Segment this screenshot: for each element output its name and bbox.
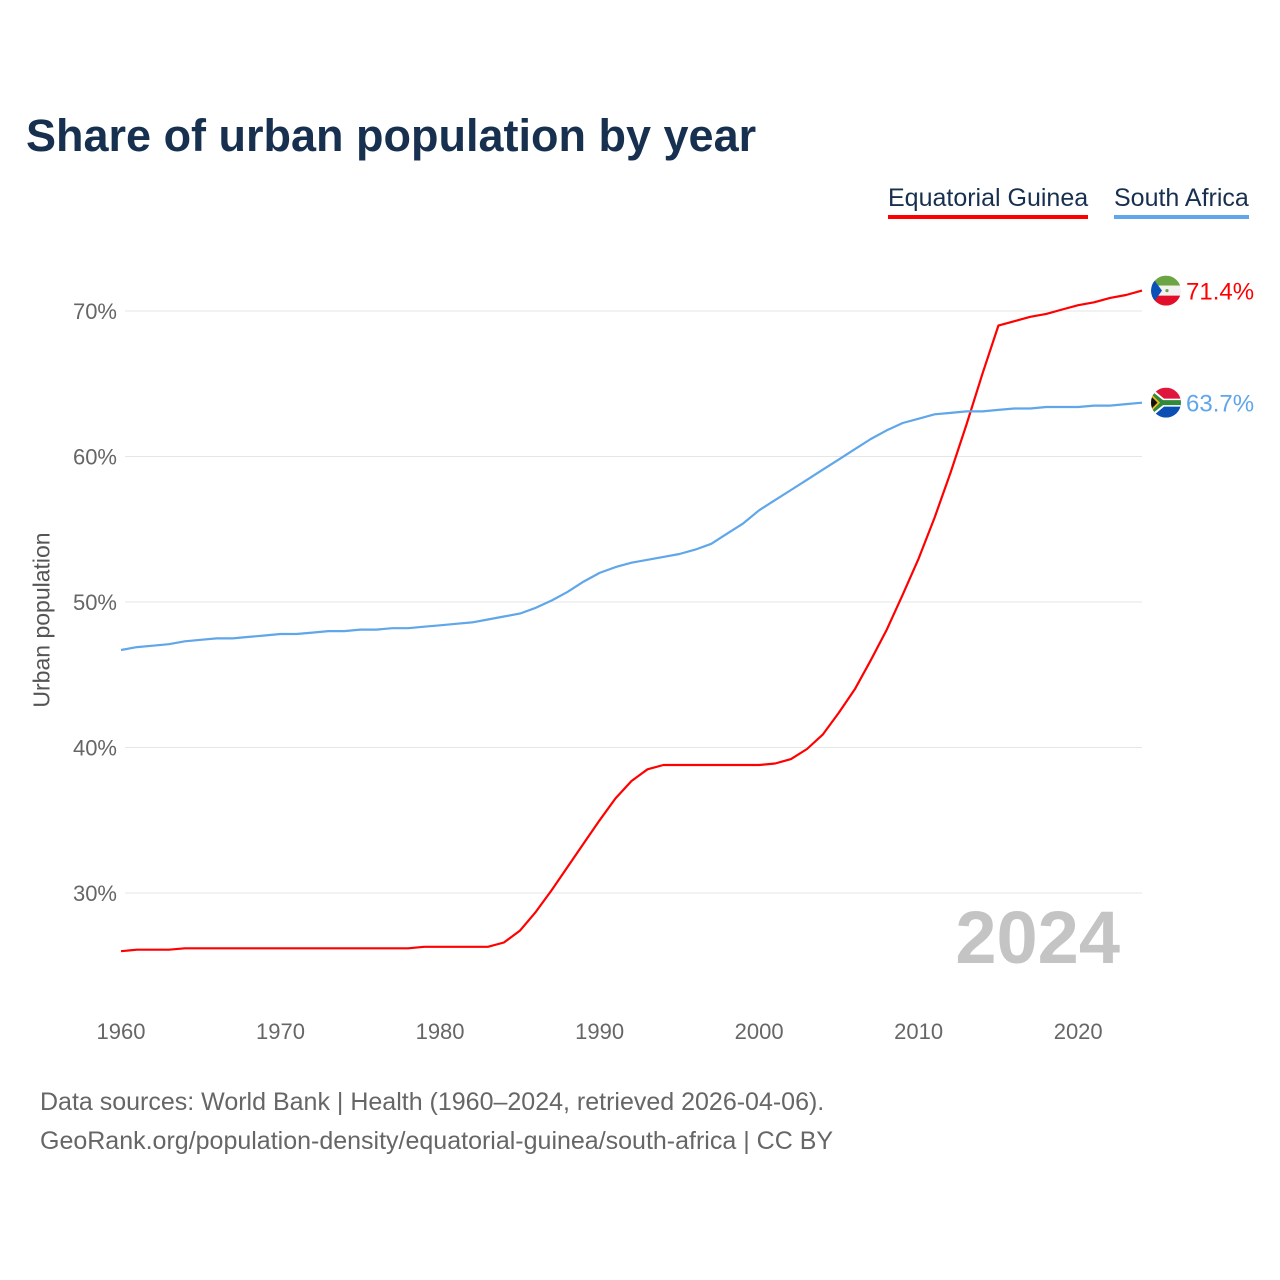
x-tick-label: 1970 [256,1019,305,1044]
x-tick-label: 2010 [894,1019,943,1044]
y-tick-label: 60% [73,445,117,470]
end-value-label: 71.4% [1186,279,1254,306]
series-line-south-africa [120,401,1143,652]
x-tick-label: 2020 [1054,1019,1103,1044]
series-line-equatorial-guinea [120,289,1143,953]
flag-band [1151,390,1181,415]
y-tick-label: 50% [73,590,117,615]
footer-link[interactable]: GeoRank.org/population-density/equatoria… [40,1127,834,1155]
year-watermark: 2024 [955,896,1120,979]
flag-emblem [1165,289,1169,293]
flag-stripe [1151,275,1181,286]
flag-triangle [1151,396,1158,410]
end-value-label: 63.7% [1186,391,1254,418]
legend-item-equatorial-guinea[interactable]: Equatorial Guinea [888,184,1089,219]
x-tick-label: 1960 [97,1019,146,1044]
footer-sources: Data sources: World Bank | Health (1960–… [40,1088,825,1116]
south-africa-flag [1151,387,1181,418]
flag-triangle [1151,275,1162,306]
x-tick-label: 1990 [575,1019,624,1044]
equatorial-guinea-flag-icon [1151,275,1181,306]
equatorial-guinea-flag [1151,275,1181,306]
south-africa-flag-icon [1151,387,1181,418]
y-tick-label: 30% [73,881,117,906]
flag-stripe [1151,295,1181,306]
legend-item-south-africa[interactable]: South Africa [1114,184,1249,219]
x-tick-label: 2000 [735,1019,784,1044]
chart-title: Share of urban population by year [26,110,757,161]
x-tick-label: 1980 [416,1019,465,1044]
y-tick-label: 70% [73,299,117,324]
y-tick-label: 40% [73,736,117,761]
